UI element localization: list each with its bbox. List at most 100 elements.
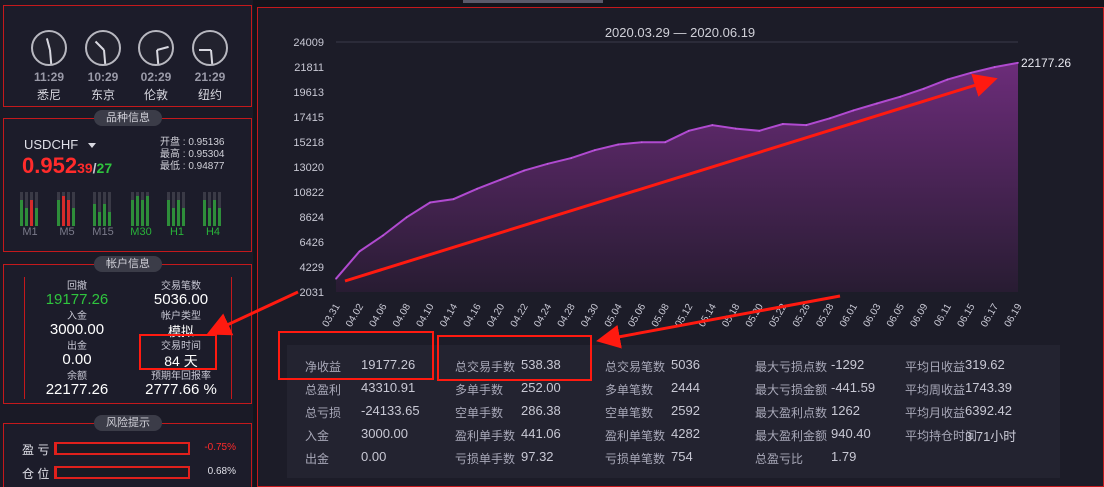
highlight-trade-time xyxy=(139,334,217,370)
stat-label: 总交易手数 xyxy=(455,360,516,374)
price-ask-small: 27 xyxy=(96,160,113,176)
position-value: 0.68% xyxy=(207,466,236,477)
timeframe-tab-h4[interactable]: H4 xyxy=(205,226,221,238)
pnl-bar xyxy=(54,442,190,455)
data-point xyxy=(829,117,831,120)
x-tick-label: 06.11 xyxy=(932,302,954,329)
account-values: 回撤 19177.26 交易笔数 5036.00 入金 3000.00 帐户类型… xyxy=(24,277,232,399)
drawdown-value: 19177.26 xyxy=(45,291,109,308)
risk-panel: 风险提示 盈 亏 -0.75% 仓 位 0.68% xyxy=(3,415,252,487)
open-price: 开盘 : 0.95136 xyxy=(160,137,225,148)
timeframe-tab-m1[interactable]: M1 xyxy=(22,226,38,238)
x-tick-label: 04.24 xyxy=(532,302,554,330)
x-tick-label: 04.30 xyxy=(579,302,601,330)
price-separator: / xyxy=(92,160,97,176)
stat-label: 总盈亏比 xyxy=(755,452,804,466)
stat-value: 1262 xyxy=(831,403,860,418)
data-point xyxy=(1017,62,1019,64)
signal-bars-icon xyxy=(203,192,223,226)
x-tick-label: 05.26 xyxy=(791,302,813,330)
stat-value: -1292 xyxy=(831,357,865,372)
symbol-info-panel: 品种信息 USDCHF 0.95239/27 开盘 : 0.95136 最高 :… xyxy=(3,110,252,252)
stat-value: 538.38 xyxy=(521,357,561,372)
clock-tokyo: 10:29 东京 xyxy=(83,30,123,103)
x-tick-label: 04.22 xyxy=(509,302,531,330)
withdraw-value: 0.00 xyxy=(62,351,92,368)
x-tick-label: 04.14 xyxy=(438,302,460,330)
signal-bars-icon xyxy=(93,192,113,226)
clock-icon xyxy=(85,30,121,66)
x-tick-label: 04.16 xyxy=(462,302,484,330)
stat-label: 多单笔数 xyxy=(605,383,654,397)
panel-title: 帐户信息 xyxy=(94,256,162,272)
data-point xyxy=(970,72,972,74)
x-tick-label: 03.31 xyxy=(321,302,343,330)
signal-bars-icon xyxy=(167,192,187,226)
trades-label: 交易笔数 xyxy=(161,281,201,292)
x-tick-label: 06.19 xyxy=(1003,302,1025,330)
y-tick-label: 17415 xyxy=(293,112,324,124)
price-main: 0.952 xyxy=(22,153,78,178)
top-tab-marker xyxy=(463,0,603,3)
trade-time-label: 交易时间 xyxy=(161,341,201,352)
deposit-label: 入金 xyxy=(67,311,87,322)
stat-label: 入金 xyxy=(305,429,330,443)
symbol-selector[interactable]: USDCHF xyxy=(24,137,96,152)
data-point xyxy=(570,157,572,159)
stat-value: 1.79 xyxy=(831,449,857,464)
annual-return-label: 预期年回报率 xyxy=(151,371,211,382)
clock-city: 东京 xyxy=(90,88,115,102)
y-tick-label: 10822 xyxy=(293,187,324,199)
data-point xyxy=(546,163,549,165)
y-tick-label: 13020 xyxy=(293,162,324,174)
y-tick-label: 15218 xyxy=(293,137,324,149)
panel-title: 品种信息 xyxy=(94,110,162,126)
data-point xyxy=(711,124,714,126)
chart-title: 2020.03.29 — 2020.06.19 xyxy=(604,25,756,40)
stat-value: 319.62 xyxy=(965,357,1005,372)
x-tick-label: 06.03 xyxy=(861,302,883,330)
data-point xyxy=(993,66,996,68)
stat-label: 总交易笔数 xyxy=(605,360,666,374)
data-point xyxy=(640,141,643,143)
timeframe-tab-h1[interactable]: H1 xyxy=(169,226,185,238)
annual-return-value: 2777.66 % xyxy=(145,381,217,398)
low-price: 最低 : 0.94877 xyxy=(160,161,225,172)
stat-value: 2592 xyxy=(671,403,700,418)
stat-value: 97.32 xyxy=(521,449,554,464)
price-display: 0.95239/27 xyxy=(22,153,112,179)
stat-value: -441.59 xyxy=(831,380,876,395)
signal-bars-icon xyxy=(57,192,77,226)
ohlc-info: 开盘 : 0.95136 最高 : 0.95304 最低 : 0.94877 xyxy=(160,137,224,173)
x-tick-label: 05.12 xyxy=(673,302,695,330)
x-tick-label: 06.15 xyxy=(956,302,978,330)
y-tick-label: 6426 xyxy=(300,237,324,249)
timeframe-tab-m15[interactable]: M15 xyxy=(92,226,114,238)
stat-label: 盈利单手数 xyxy=(455,429,516,443)
stat-label: 最大盈利金额 xyxy=(755,429,828,443)
data-point xyxy=(429,201,431,204)
stat-label: 出金 xyxy=(305,452,330,466)
equity-area xyxy=(336,62,1018,292)
account-type-label: 帐户类型 xyxy=(161,311,201,322)
clock-icon xyxy=(192,30,228,66)
signal-bars-icon xyxy=(131,192,151,226)
x-tick-label: 06.09 xyxy=(908,302,930,330)
trades-value: 5036.00 xyxy=(153,291,209,308)
x-tick-label: 05.22 xyxy=(767,302,789,330)
stat-label: 最大盈利点数 xyxy=(755,406,828,420)
last-value-label: 22177.26 xyxy=(1021,56,1071,70)
x-tick-label: 06.01 xyxy=(838,302,860,330)
timeframe-tab-m5[interactable]: M5 xyxy=(59,226,75,238)
stat-value: 2444 xyxy=(671,380,700,395)
stat-label: 平均周收益 xyxy=(905,383,966,397)
data-point xyxy=(688,130,690,132)
x-tick-label: 05.06 xyxy=(626,302,648,330)
y-tick-label: 2031 xyxy=(300,287,324,299)
data-point xyxy=(852,109,855,112)
data-point xyxy=(405,216,408,219)
pnl-value: -0.75% xyxy=(204,442,236,453)
timeframe-tab-m30[interactable]: M30 xyxy=(130,226,152,238)
stat-label: 多单手数 xyxy=(455,383,504,397)
stat-value: 4282 xyxy=(671,426,700,441)
